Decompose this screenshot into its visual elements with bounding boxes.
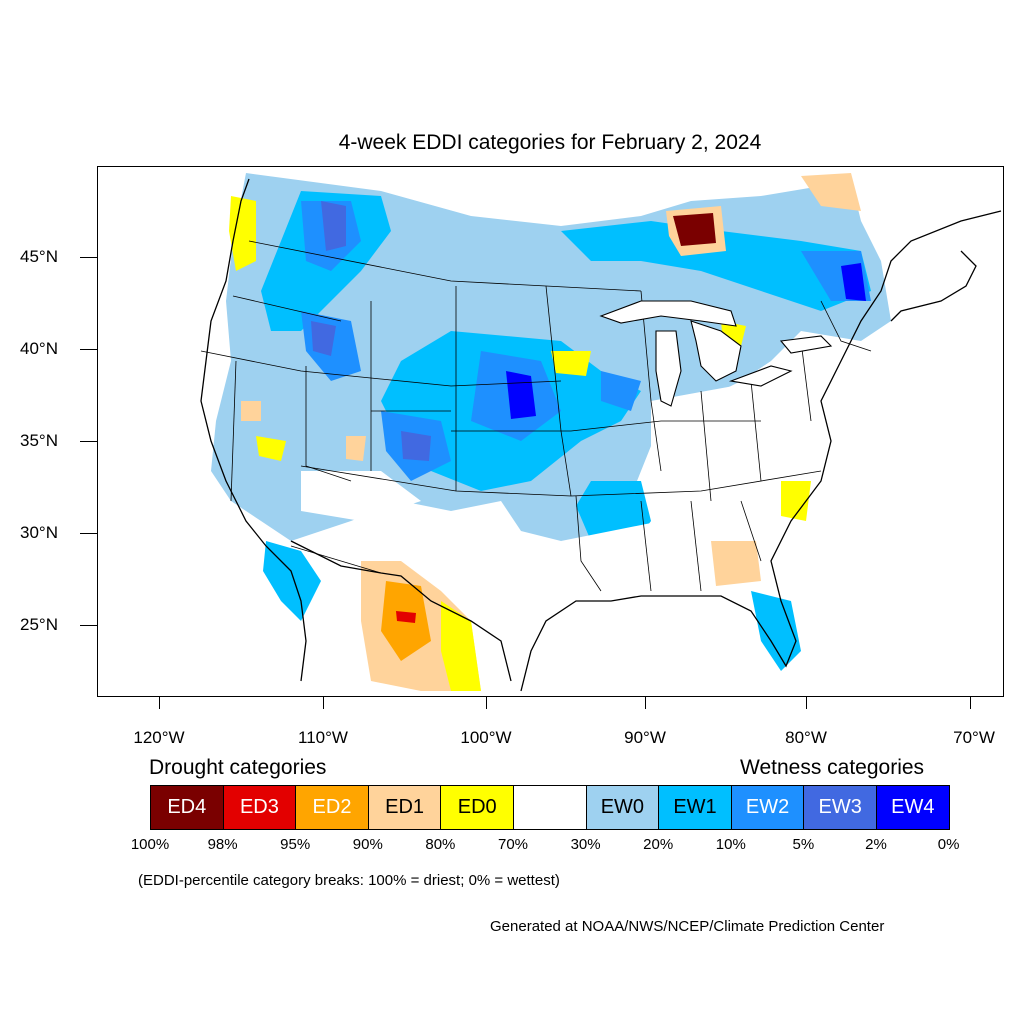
map-title: 4-week EDDI categories for February 2, 2…	[338, 131, 762, 154]
category-breaks-note: (EDDI-percentile category breaks: 100% =…	[138, 872, 560, 889]
legend-break-label: 20%	[643, 836, 674, 853]
legend-break-label: 2%	[865, 836, 887, 853]
legend-box-ed2: ED2	[295, 785, 369, 830]
map-drawing	[200, 173, 1002, 692]
legend-box-ed3: ED3	[222, 785, 297, 830]
legend-box-ed1: ED1	[367, 785, 442, 830]
state-borders	[200, 240, 872, 592]
legend-box-ew3: EW3	[803, 785, 877, 830]
legend-break-label: 30%	[570, 836, 601, 853]
lat-tick-30	[80, 533, 97, 534]
credit-line: Generated at NOAA/NWS/NCEP/Climate Predi…	[490, 918, 885, 935]
lon-label-90: 90°W	[624, 728, 666, 747]
lon-label-70: 70°W	[953, 728, 995, 747]
legend-break-label: 5%	[792, 836, 815, 853]
legend-break-label: 90%	[352, 836, 383, 853]
lon-tick-120	[159, 697, 160, 709]
lon-tick-90	[645, 697, 646, 709]
legend-break-label: 80%	[425, 836, 456, 853]
legend-box-ew2: EW2	[730, 785, 805, 830]
lat-tick-25	[80, 625, 97, 626]
lon-tick-80	[806, 697, 807, 709]
legend-break-label: 0%	[937, 836, 960, 853]
lat-tick-45	[80, 257, 97, 258]
lat-tick-35	[80, 441, 97, 442]
legend-break-label: 95%	[280, 836, 311, 853]
legend-box-ed4: ED4	[150, 785, 224, 830]
lat-label-35: 35°N	[20, 431, 58, 450]
legend-break-label: 100%	[130, 836, 170, 853]
coastlines	[200, 178, 1002, 692]
legend-box-ew0: EW0	[585, 785, 660, 830]
legend-box-normal	[513, 785, 587, 830]
lon-label-110: 110°W	[298, 728, 348, 747]
eddi-map	[97, 166, 1004, 697]
drought-categories-heading: Drought categories	[149, 756, 327, 779]
lat-label-40: 40°N	[20, 339, 58, 358]
legend-break-label: 98%	[207, 836, 238, 853]
category-fields	[211, 173, 891, 691]
lat-tick-40	[80, 349, 97, 350]
legend-box-ew4: EW4	[876, 785, 950, 830]
lon-label-100: 100°W	[460, 728, 512, 747]
lat-label-45: 45°N	[20, 247, 58, 266]
lat-label-25: 25°N	[20, 615, 58, 634]
lon-tick-110	[323, 697, 324, 709]
lat-label-30: 30°N	[20, 523, 58, 542]
lon-tick-100	[486, 697, 487, 709]
lon-label-80: 80°W	[785, 728, 827, 747]
legend-box-ew1: EW1	[658, 785, 732, 830]
lon-label-120: 120°W	[133, 728, 185, 747]
great-lakes	[599, 300, 833, 407]
legend-break-label: 10%	[715, 836, 746, 853]
wetness-categories-heading: Wetness categories	[740, 756, 925, 779]
lon-tick-70	[970, 697, 971, 709]
legend-break-label: 70%	[497, 836, 529, 853]
legend-box-ed0: ED0	[440, 785, 514, 830]
